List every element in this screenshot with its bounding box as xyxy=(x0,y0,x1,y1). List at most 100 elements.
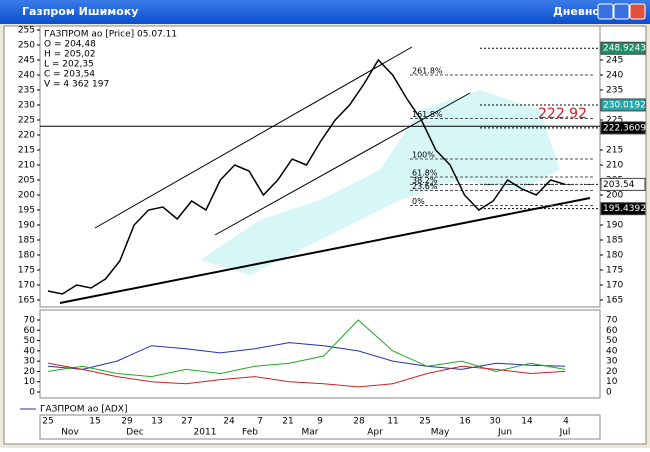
fib-label: 161.8% xyxy=(412,110,443,119)
fib-label: 261.8% xyxy=(412,67,443,76)
y-tick-label: 225 xyxy=(18,116,35,126)
month-label: Dec xyxy=(126,428,143,438)
price-label-box xyxy=(600,41,646,55)
month-label: Mar xyxy=(302,428,319,438)
y-tick-label: 170 xyxy=(606,281,623,291)
month-label: Jul xyxy=(559,428,571,438)
fib-label: 23.6% xyxy=(412,182,438,191)
x-tick-label: 16 xyxy=(459,417,471,427)
price-line xyxy=(47,58,566,295)
minimize-button[interactable] xyxy=(597,3,614,20)
price-label: 230.0192 xyxy=(603,100,646,110)
info-line: L = 202,35 xyxy=(44,60,94,70)
y-tick-label: 30 xyxy=(606,357,618,367)
window-title: Газпром Ишимоку xyxy=(22,5,138,18)
x-tick-label: 25 xyxy=(419,417,430,427)
y-tick-label: 200 xyxy=(606,191,623,201)
y-tick-label: 70 xyxy=(24,316,36,326)
price-label-box xyxy=(600,202,646,216)
y-tick-label: 245 xyxy=(18,56,35,66)
info-line: ГАЗПРОМ ао [Price] 05.07.11 xyxy=(44,30,177,40)
month-label: Jun xyxy=(497,428,512,438)
month-label: Feb xyxy=(242,428,258,438)
date-axis xyxy=(39,414,601,440)
x-tick-label: 21 xyxy=(282,417,293,427)
y-tick-label: 0 xyxy=(29,388,35,398)
y-tick-label: 215 xyxy=(606,146,623,156)
fib-label: 100% xyxy=(412,151,435,160)
adx-plot xyxy=(39,309,601,399)
y-tick-label: 165 xyxy=(606,296,623,306)
y-tick-label: 10 xyxy=(606,377,618,387)
x-tick-label: 14 xyxy=(521,417,533,427)
y-tick-label: 200 xyxy=(18,191,35,201)
y-tick-label: 255 xyxy=(18,26,35,36)
month-label: 2011 xyxy=(194,428,217,438)
adx-line xyxy=(47,319,566,378)
ichimoku-cloud xyxy=(200,90,560,275)
y-tick-label: 175 xyxy=(18,266,35,276)
info-line: C = 203,54 xyxy=(44,70,95,80)
x-tick-label: 24 xyxy=(223,417,235,427)
y-tick-label: 230 xyxy=(18,101,35,111)
y-tick-label: 170 xyxy=(18,281,35,291)
y-tick-label: 240 xyxy=(18,71,35,81)
y-tick-label: 205 xyxy=(18,176,35,186)
y-tick-label: 225 xyxy=(606,116,623,126)
window-mode: Дневной xyxy=(553,5,608,18)
annotation: 222.92 xyxy=(538,106,587,122)
y-tick-label: 70 xyxy=(606,316,618,326)
channel-line xyxy=(94,46,413,229)
y-tick-label: 40 xyxy=(24,346,36,356)
y-tick-label: 50 xyxy=(24,336,36,346)
y-tick-label: 210 xyxy=(606,161,623,171)
y-tick-label: 30 xyxy=(24,357,36,367)
y-tick-label: 215 xyxy=(18,146,35,156)
price-label: 195.4392 xyxy=(603,204,646,214)
x-tick-label: 11 xyxy=(387,417,398,427)
adx-line xyxy=(47,362,566,388)
fib-label: 61.8% xyxy=(412,169,438,178)
price-label-box xyxy=(600,177,646,191)
price-label-box xyxy=(600,98,646,112)
price-label: 248.9243 xyxy=(603,44,646,54)
y-tick-label: 245 xyxy=(606,56,623,66)
y-tick-label: 240 xyxy=(606,71,623,81)
y-tick-label: 60 xyxy=(606,326,618,336)
fib-label: 38.2% xyxy=(412,176,438,185)
y-tick-label: 50 xyxy=(606,336,618,346)
channel-line xyxy=(214,92,471,236)
y-tick-label: 0 xyxy=(606,388,612,398)
y-tick-label: 20 xyxy=(606,367,618,377)
x-tick-label: 9 xyxy=(317,417,323,427)
y-tick-label: 250 xyxy=(18,41,35,51)
x-tick-label: 30 xyxy=(489,417,501,427)
y-tick-label: 210 xyxy=(18,161,35,171)
month-label: Nov xyxy=(61,428,79,438)
price-label: 203.54 xyxy=(603,180,635,190)
y-tick-label: 235 xyxy=(606,86,623,96)
legend-label: ГАЗПРОМ ао [ADX] xyxy=(40,405,127,415)
price-label-box xyxy=(600,121,646,135)
y-tick-label: 20 xyxy=(24,367,36,377)
info-line: O = 204,48 xyxy=(44,40,96,50)
price-label: 222.3609 xyxy=(603,123,646,133)
info-line: V = 4 362 197 xyxy=(44,80,109,90)
x-tick-label: 27 xyxy=(181,417,192,427)
close-button[interactable] xyxy=(629,3,646,20)
x-tick-label: 15 xyxy=(89,417,100,427)
trend-line xyxy=(59,197,591,304)
y-tick-label: 180 xyxy=(18,251,35,261)
x-tick-label: 25 xyxy=(42,417,53,427)
info-line: H = 205,02 xyxy=(44,50,96,60)
x-tick-label: 7 xyxy=(257,417,263,427)
title-bar xyxy=(0,0,650,24)
month-label: May xyxy=(431,428,450,438)
y-tick-label: 185 xyxy=(606,236,623,246)
x-tick-label: 13 xyxy=(151,417,162,427)
y-tick-label: 175 xyxy=(606,266,623,276)
maximize-button[interactable] xyxy=(613,3,630,20)
y-tick-label: 180 xyxy=(606,251,623,261)
y-tick-label: 185 xyxy=(18,236,35,246)
